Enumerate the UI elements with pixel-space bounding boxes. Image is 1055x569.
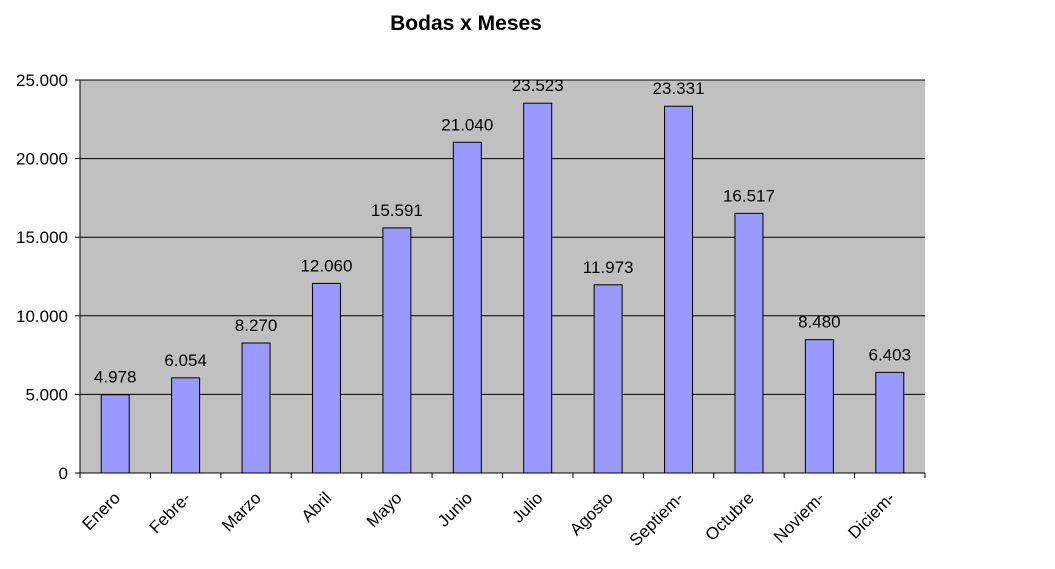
chart-title: Bodas x Meses (390, 12, 542, 35)
bar (171, 377, 201, 474)
x-tick-label: Abril (298, 488, 335, 525)
data-label: 8.270 (235, 316, 278, 335)
data-label: 21.040 (441, 115, 493, 134)
x-tick-label: Mayo (363, 488, 406, 531)
x-tick-label: Diciem- (844, 488, 898, 542)
x-tick-label: Agosto (566, 488, 617, 539)
y-axis: 0 5.000 10.000 15.000 20.000 25.000 (16, 71, 81, 483)
x-tick-label: Febre- (146, 488, 195, 537)
data-label: 11.973 (583, 258, 634, 277)
x-tick-label: Septiem- (626, 488, 688, 550)
bar (523, 102, 553, 474)
bar (452, 141, 482, 474)
data-label: 6.403 (869, 345, 912, 364)
data-label: 16.517 (723, 186, 775, 205)
data-label: 15.591 (371, 201, 423, 220)
bar (875, 371, 905, 474)
bar (241, 342, 271, 474)
y-tick-label: 0 (59, 464, 68, 483)
y-tick-label: 20.000 (16, 150, 68, 169)
data-label: 12.060 (300, 256, 352, 275)
y-tick-label: 15.000 (16, 228, 68, 247)
bar (382, 227, 412, 474)
x-tick-label: Julio (508, 488, 546, 526)
data-label: 23.523 (512, 76, 564, 95)
y-tick-label: 5.000 (25, 385, 68, 404)
bar (804, 339, 834, 474)
bar (311, 282, 341, 474)
gridlines (80, 79, 925, 395)
data-label: 6.054 (164, 351, 207, 370)
bar (593, 284, 623, 474)
x-tick-label: Octubre (702, 488, 758, 544)
x-tick-label: Marzo (218, 488, 265, 535)
data-label: 23.331 (653, 79, 705, 98)
data-label: 4.978 (94, 368, 137, 387)
data-label: 8.480 (798, 313, 841, 332)
x-tick-label: Junio (434, 488, 476, 530)
y-tick-label: 10.000 (16, 307, 68, 326)
bar (734, 212, 764, 474)
bar (100, 394, 130, 474)
bar (664, 105, 694, 474)
bars (100, 102, 905, 474)
x-tick-label: Enero (79, 488, 125, 534)
x-tick-label: Noviem- (770, 488, 828, 546)
plot-area (80, 80, 925, 473)
y-tick-label: 25.000 (16, 71, 68, 90)
data-labels: 4.978 6.054 8.270 12.060 15.591 21.040 23.523 1… (94, 76, 911, 387)
x-axis: Enero Febre- Marzo Abril Mayo Junio Julio Agost… (79, 472, 926, 550)
